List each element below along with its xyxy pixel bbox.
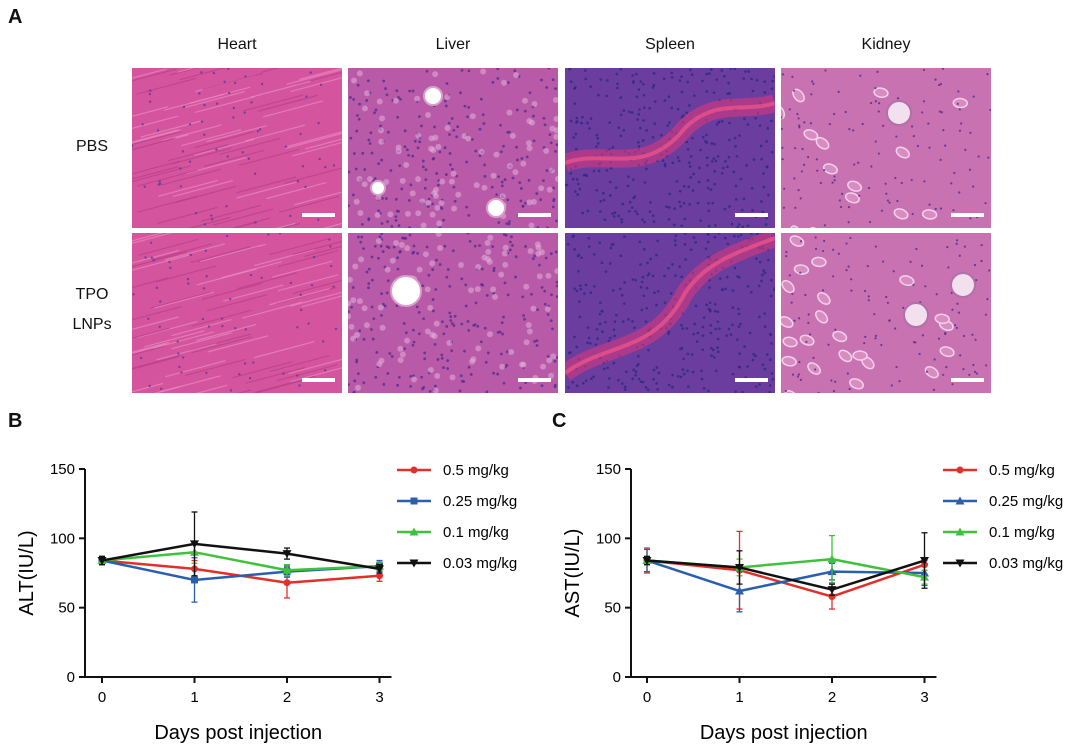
histology-image-heart-tpo xyxy=(132,233,342,393)
scale-bar xyxy=(302,378,335,382)
series-line xyxy=(646,559,925,593)
legend-item: 0.5 mg/kg xyxy=(943,462,1055,479)
y-tick-label: 150 xyxy=(596,461,621,478)
tissue-texture xyxy=(132,68,342,228)
legend-item: 0.1 mg/kg xyxy=(397,524,509,541)
legend-label: 0.1 mg/kg xyxy=(989,524,1055,541)
data-point xyxy=(283,579,291,587)
histology-image-heart-pbs xyxy=(132,68,342,228)
column-header-spleen: Spleen xyxy=(645,36,695,53)
x-tick-label: 3 xyxy=(375,689,383,706)
tissue-texture xyxy=(781,68,991,228)
histology-image-spleen-tpo xyxy=(565,233,775,393)
tissue-texture xyxy=(781,233,991,393)
scale-bar xyxy=(735,378,768,382)
series-line xyxy=(101,559,380,584)
legend-item: 0.03 mg/kg xyxy=(397,555,517,572)
y-tick-label: 50 xyxy=(58,600,75,617)
series-0-1-mg-kg xyxy=(97,540,384,577)
y-axis-label: AST(IU/L) xyxy=(562,529,584,618)
tissue-texture xyxy=(565,233,775,393)
legend-label: 0.03 mg/kg xyxy=(443,555,517,572)
series-line xyxy=(101,542,380,571)
y-tick-label: 0 xyxy=(67,669,75,686)
x-tick-label: 0 xyxy=(98,689,106,706)
tissue-texture xyxy=(132,233,342,393)
panel-c-label: C xyxy=(552,410,567,432)
x-tick-label: 2 xyxy=(283,689,291,706)
legend-item: 0.25 mg/kg xyxy=(943,493,1063,510)
x-tick-label: 0 xyxy=(643,689,651,706)
data-point xyxy=(735,563,744,572)
y-axis-label: ALT(IU/L) xyxy=(16,530,38,615)
tissue-texture xyxy=(348,233,558,393)
legend-item: 0.1 mg/kg xyxy=(943,524,1055,541)
tissue-texture xyxy=(565,68,775,228)
row-label-line-1: TPO xyxy=(75,286,109,303)
histology-image-kidney-tpo xyxy=(781,233,991,393)
data-point xyxy=(375,565,384,574)
tissue-texture xyxy=(348,68,558,228)
x-axis-label: Days post injection xyxy=(700,722,868,744)
legend-label: 0.25 mg/kg xyxy=(443,493,517,510)
row-label-pbs: PBS xyxy=(52,132,132,162)
histology-image-liver-pbs xyxy=(348,68,558,228)
legend-item: 0.25 mg/kg xyxy=(397,493,517,510)
legend-label: 0.03 mg/kg xyxy=(989,555,1063,572)
legend-label: 0.5 mg/kg xyxy=(443,462,509,479)
scale-bar xyxy=(302,213,335,217)
scale-bar xyxy=(518,213,551,217)
data-point xyxy=(642,557,652,566)
scale-bar xyxy=(951,213,984,217)
scale-bar xyxy=(951,378,984,382)
y-tick-label: 150 xyxy=(50,461,75,478)
y-tick-label: 100 xyxy=(596,530,621,547)
data-point xyxy=(920,557,929,566)
series-0-03-mg-kg xyxy=(97,511,384,577)
data-point xyxy=(827,554,837,563)
row-label-tpo-lnps: TPO LNPs xyxy=(52,280,132,340)
series-line xyxy=(646,559,925,598)
x-tick-label: 2 xyxy=(828,689,836,706)
panel-a-label: A xyxy=(8,6,23,28)
x-tick-label: 1 xyxy=(190,689,198,706)
legend-item: 0.5 mg/kg xyxy=(397,462,509,479)
column-header-liver: Liver xyxy=(435,36,471,53)
series-0-03-mg-kg xyxy=(642,532,929,596)
y-tick-label: 0 xyxy=(613,669,621,686)
data-point xyxy=(282,565,292,574)
data-point xyxy=(97,557,107,566)
histology-image-spleen-pbs xyxy=(565,68,775,228)
data-point xyxy=(282,550,292,559)
panel-b-label: B xyxy=(8,410,23,432)
series-line xyxy=(101,550,380,572)
data-point xyxy=(376,572,383,580)
legend-label: 0.25 mg/kg xyxy=(989,493,1063,510)
y-tick-label: 100 xyxy=(50,530,75,547)
data-point xyxy=(735,586,744,595)
alt-line-chart: 0 50 100 150 0 1 2 3 Days post injection ALT(IU/L… xyxy=(16,461,517,744)
series-0-25-mg-kg xyxy=(642,548,929,613)
histology-image-liver-tpo xyxy=(348,233,558,393)
x-axis-label: Days post injection xyxy=(154,722,322,744)
column-header-heart: Heart xyxy=(217,36,257,53)
data-point xyxy=(827,586,837,595)
x-tick-label: 3 xyxy=(920,689,928,706)
row-label-pbs-line: PBS xyxy=(75,138,108,155)
ast-line-chart: 0 50 100 150 0 1 2 3 Days post injection AST(IU/L… xyxy=(562,461,1063,744)
scale-bar xyxy=(735,213,768,217)
row-label-line-2: LNPs xyxy=(72,316,112,333)
y-tick-label: 50 xyxy=(604,600,621,617)
series-line xyxy=(646,559,925,591)
legend-label: 0.1 mg/kg xyxy=(443,524,509,541)
scale-bar xyxy=(518,378,551,382)
data-point xyxy=(190,540,199,549)
legend-label: 0.5 mg/kg xyxy=(989,462,1055,479)
legend-item: 0.03 mg/kg xyxy=(943,555,1063,572)
histology-image-kidney-pbs xyxy=(781,68,991,228)
column-header-kidney: Kidney xyxy=(861,36,911,53)
x-tick-label: 1 xyxy=(735,689,743,706)
data-point xyxy=(191,576,198,584)
